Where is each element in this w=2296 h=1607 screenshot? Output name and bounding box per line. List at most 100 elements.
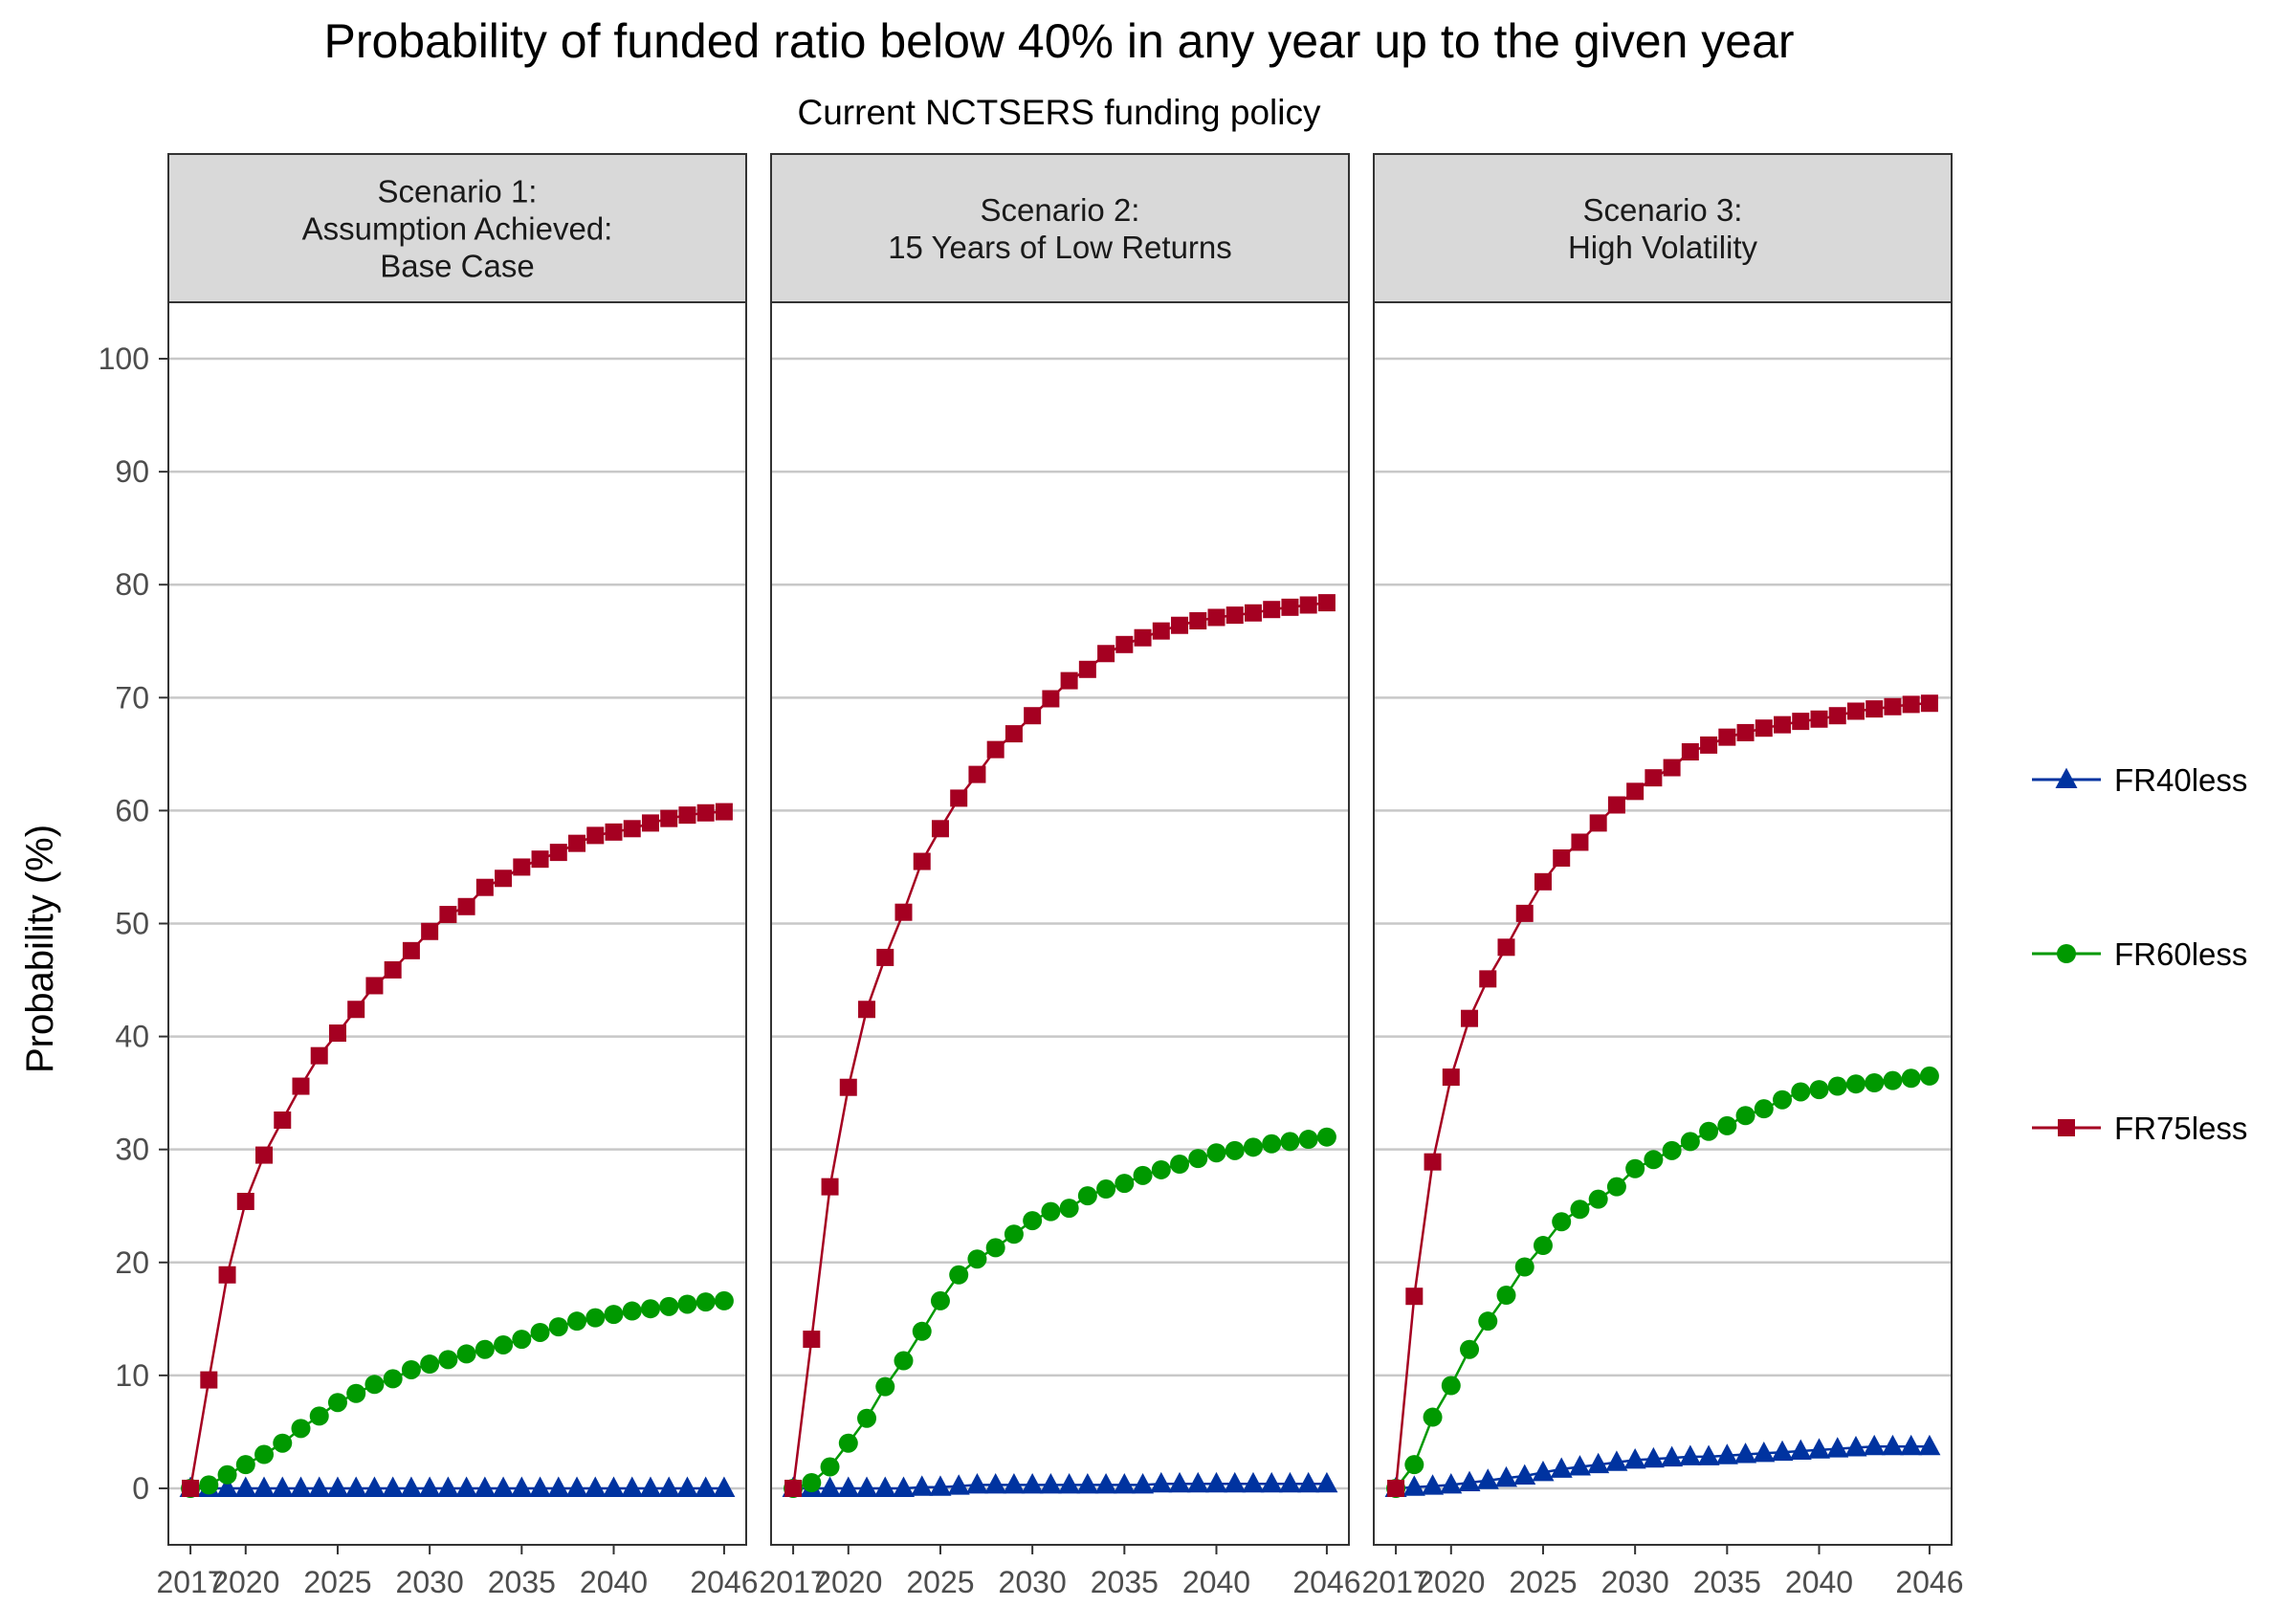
- point-FR40less: [1402, 1475, 1425, 1496]
- facet-strip-label: High Volatility: [1568, 230, 1758, 265]
- legend-marker: [2058, 1119, 2075, 1136]
- x-tick-label: 2017: [156, 1565, 224, 1599]
- point-FR75less: [1810, 710, 1828, 728]
- point-FR60less: [1717, 1115, 1737, 1135]
- y-tick-label: 70: [115, 680, 149, 715]
- point-FR60less: [1533, 1236, 1553, 1256]
- point-FR60less: [1478, 1311, 1498, 1332]
- point-FR60less: [1680, 1132, 1700, 1152]
- point-FR60less: [585, 1308, 606, 1328]
- x-tick-label: 2030: [1601, 1565, 1669, 1599]
- y-tick-label: 60: [115, 793, 149, 827]
- point-FR40less: [1278, 1471, 1301, 1493]
- point-FR40less: [965, 1473, 988, 1494]
- point-FR60less: [1644, 1150, 1664, 1170]
- point-FR40less: [584, 1476, 607, 1497]
- point-FR60less: [1243, 1137, 1263, 1157]
- point-FR60less: [1262, 1134, 1282, 1154]
- point-FR40less: [1881, 1434, 1904, 1456]
- point-FR40less: [819, 1476, 842, 1497]
- point-FR40less: [1918, 1434, 1941, 1456]
- point-FR75less: [1755, 719, 1773, 737]
- point-FR60less: [875, 1376, 895, 1397]
- facet-strip-label: 15 Years of Low Returns: [888, 230, 1232, 265]
- point-FR60less: [1059, 1199, 1079, 1219]
- point-FR75less: [1515, 904, 1534, 922]
- point-FR40less: [455, 1476, 478, 1497]
- point-FR40less: [929, 1475, 952, 1496]
- point-FR75less: [715, 803, 733, 821]
- point-FR75less: [1700, 736, 1718, 754]
- point-FR60less: [802, 1473, 822, 1493]
- point-FR75less: [1134, 628, 1152, 647]
- point-FR40less: [1205, 1471, 1228, 1493]
- x-tick-label: 2035: [1693, 1565, 1761, 1599]
- y-tick-label: 40: [115, 1020, 149, 1054]
- point-FR40less: [1003, 1473, 1026, 1494]
- point-FR60less: [346, 1383, 366, 1403]
- point-FR40less: [621, 1476, 644, 1497]
- point-FR60less: [217, 1464, 237, 1485]
- point-FR60less: [622, 1301, 642, 1321]
- point-FR40less: [1113, 1473, 1136, 1494]
- x-tick-label: 2040: [1182, 1565, 1250, 1599]
- point-FR60less: [1625, 1158, 1645, 1178]
- point-FR60less: [1827, 1076, 1847, 1096]
- point-FR60less: [1225, 1140, 1245, 1160]
- point-FR60less: [930, 1290, 950, 1310]
- panels: Scenario 1:Assumption Achieved:Base Case…: [156, 153, 1964, 1599]
- point-FR75less: [1534, 872, 1552, 891]
- point-FR40less: [639, 1476, 662, 1497]
- point-FR40less: [382, 1476, 405, 1497]
- point-FR60less: [530, 1322, 550, 1342]
- facet-strip-label: Assumption Achieved:: [302, 211, 613, 247]
- point-FR40less: [1642, 1446, 1665, 1468]
- point-FR60less: [1404, 1455, 1424, 1475]
- point-FR60less: [820, 1457, 840, 1477]
- point-FR75less: [421, 922, 439, 940]
- point-FR60less: [273, 1433, 293, 1453]
- point-FR75less: [328, 1024, 346, 1043]
- point-FR75less: [1920, 694, 1938, 713]
- panel-border: [1373, 301, 1953, 1546]
- point-FR75less: [513, 858, 531, 876]
- y-tick-label: 20: [115, 1245, 149, 1280]
- point-FR60less: [659, 1296, 679, 1316]
- point-FR40less: [1826, 1437, 1849, 1458]
- point-FR75less: [839, 1078, 857, 1096]
- point-FR75less: [1607, 796, 1625, 814]
- point-FR75less: [531, 850, 549, 869]
- point-FR40less: [1532, 1461, 1555, 1482]
- point-FR75less: [1681, 743, 1699, 761]
- x-tick-label: 2025: [303, 1565, 371, 1599]
- series-line-FR60less: [1395, 1074, 1931, 1489]
- point-FR40less: [1242, 1471, 1265, 1493]
- point-FR40less: [1058, 1473, 1081, 1494]
- point-FR75less: [274, 1111, 292, 1129]
- y-axis-label: Probability (%): [19, 825, 61, 1073]
- point-FR75less: [641, 814, 659, 832]
- point-FR60less: [383, 1369, 403, 1389]
- point-FR75less: [931, 820, 949, 838]
- point-FR60less: [1588, 1189, 1608, 1209]
- point-FR75less: [986, 740, 1004, 759]
- point-FR75less: [182, 1479, 200, 1497]
- point-FR40less: [1661, 1445, 1684, 1467]
- point-FR75less: [1846, 702, 1865, 720]
- point-FR75less: [1115, 635, 1134, 653]
- x-tick-label: 2040: [1785, 1565, 1853, 1599]
- point-FR40less: [1568, 1455, 1591, 1476]
- point-FR60less: [1496, 1286, 1516, 1306]
- x-tick-label: 2030: [396, 1565, 464, 1599]
- facet-strip-label: Scenario 3:: [1583, 192, 1743, 228]
- point-FR60less: [1809, 1080, 1829, 1100]
- point-FR75less: [1479, 970, 1497, 988]
- point-FR40less: [234, 1476, 257, 1497]
- point-FR40less: [308, 1476, 331, 1497]
- point-FR40less: [1789, 1439, 1812, 1460]
- chart-subtitle: Current NCTSERS funding policy: [798, 93, 1321, 132]
- point-FR75less: [1626, 782, 1645, 801]
- point-FR60less: [1206, 1143, 1226, 1163]
- x-tick-label: 2020: [211, 1565, 279, 1599]
